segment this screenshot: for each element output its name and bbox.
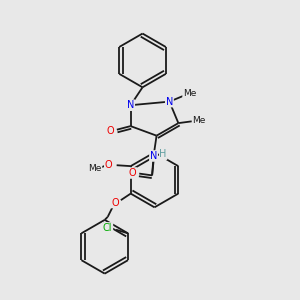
Text: N: N — [166, 97, 173, 106]
Text: O: O — [111, 198, 119, 208]
Text: N: N — [150, 151, 157, 161]
Text: O: O — [105, 160, 112, 170]
Text: Cl: Cl — [103, 223, 112, 233]
Text: N: N — [127, 100, 134, 110]
Text: Me: Me — [88, 164, 101, 173]
Text: Me: Me — [193, 116, 206, 124]
Text: Me: Me — [183, 89, 196, 98]
Text: O: O — [106, 126, 114, 136]
Text: H: H — [160, 149, 167, 160]
Text: O: O — [129, 168, 136, 178]
